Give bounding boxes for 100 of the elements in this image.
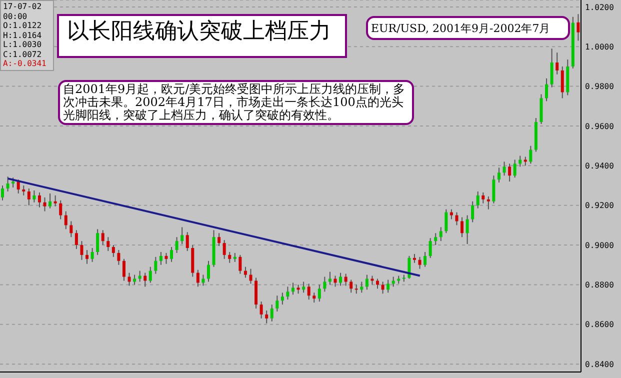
- candlestick: [254, 277, 258, 310]
- candlestick: [249, 268, 252, 284]
- candlestick: [96, 228, 100, 256]
- candlestick: [32, 190, 36, 203]
- candlestick: [450, 208, 453, 220]
- candlestick: [244, 266, 247, 278]
- y-tick-label: 0.9400: [585, 162, 614, 171]
- candlestick: [228, 251, 232, 264]
- candlestick: [318, 284, 321, 302]
- candlestick: [59, 200, 62, 220]
- candlestick: [360, 281, 364, 294]
- annotation: 自2001年9月起，欧元/美元始终受图中所示上压力线的压制，多次冲击未果。2002年4月17日，市场走出一条长达100点的光头光脚阳线，突破了上档压力，确认了突破的有效性。: [58, 80, 414, 125]
- candlestick: [280, 292, 284, 306]
- candlestick: [386, 279, 390, 294]
- y-tick-label: 0.8800: [585, 280, 614, 290]
- annotation: H:1.0164: [3, 30, 43, 40]
- text: EUR/USD, 2001年9月-2002年7月: [366, 16, 570, 40]
- y-tick-label: 0.9000: [585, 240, 614, 250]
- candlestick: [312, 292, 316, 304]
- y-tick-label: 0.9200: [585, 201, 614, 210]
- candlestick: [22, 185, 26, 196]
- y-tick-label: 0.8400: [585, 360, 614, 369]
- text: 以长阳线确认突破上档压力: [57, 14, 347, 58]
- candlestick: [117, 249, 120, 266]
- candlestick: [159, 251, 162, 266]
- candlestick: [339, 272, 342, 286]
- candlestick: [455, 212, 458, 226]
- candlestick: [460, 216, 464, 238]
- candlestick: [90, 248, 94, 262]
- candlestick: [482, 192, 485, 204]
- annotation: C:1.0072: [3, 50, 43, 59]
- candlestick: [529, 145, 532, 164]
- candlestick: [292, 282, 294, 296]
- candlestick: [112, 244, 115, 258]
- candlestick: [180, 226, 184, 245]
- candlestick: [80, 240, 84, 260]
- candlestick: [64, 210, 68, 230]
- candlestick: [48, 192, 52, 209]
- candlestick: [424, 251, 427, 268]
- candlestick: [101, 230, 104, 246]
- candlestick: [439, 226, 442, 242]
- candlestick: [12, 177, 15, 188]
- candlestick: [560, 66, 564, 99]
- candlestick: [434, 232, 438, 246]
- y-tick-label: 1.0000: [585, 42, 614, 52]
- candlestick: [381, 281, 384, 294]
- candlestick: [418, 256, 422, 270]
- candlestick: [222, 240, 226, 260]
- candlestick: [170, 246, 174, 262]
- candlestick: [550, 48, 554, 88]
- candlestick: [540, 94, 543, 124]
- candlestick: [576, 14, 580, 42]
- candlestick: [497, 167, 500, 184]
- y-tick-label: 0.9600: [585, 122, 614, 131]
- candlestick: [138, 270, 142, 282]
- candlestick: [260, 301, 263, 319]
- candlestick: [122, 258, 126, 282]
- candlestick: [556, 52, 559, 75]
- annotation: L:1.0030: [3, 40, 43, 50]
- candlestick: [16, 179, 20, 194]
- candlestick: [518, 155, 522, 168]
- candlestick: [70, 220, 73, 238]
- candlestick: [6, 176, 10, 192]
- candlestick: [486, 196, 490, 210]
- candlestick: [502, 161, 506, 176]
- candlestick: [365, 274, 368, 290]
- candlestick: [86, 249, 89, 264]
- candlestick: [444, 208, 448, 234]
- candlestick: [148, 266, 152, 284]
- y-tick-label: 0.9800: [585, 82, 614, 92]
- candlestick: [344, 273, 348, 286]
- candlestick: [106, 236, 110, 252]
- candlestick: [27, 188, 30, 206]
- candlestick: [265, 310, 268, 324]
- candlestick: [164, 252, 168, 264]
- candlestick: [508, 163, 512, 182]
- candlestick: [74, 230, 78, 250]
- y-tick-label: 0.8600: [585, 320, 614, 330]
- candlestick: [144, 272, 147, 288]
- candlestick: [38, 192, 41, 208]
- candlestick: [545, 78, 548, 102]
- candlestick: [466, 214, 469, 245]
- candlestick: [43, 196, 46, 212]
- y-tick-label: 1.0200: [585, 2, 614, 12]
- annotation: O:1.0122: [3, 21, 43, 30]
- candlestick: [307, 283, 310, 300]
- candlestick: [513, 159, 516, 178]
- candlestick: [428, 238, 432, 258]
- candlestick: [206, 260, 210, 282]
- annotation: A:-0.0341: [3, 59, 48, 68]
- annotation: 17-07-02: [3, 2, 43, 12]
- candlestick: [471, 200, 474, 223]
- candlestick: [154, 256, 158, 274]
- candlestick: [270, 304, 274, 322]
- candlestick: [492, 175, 496, 204]
- candlestick: [238, 254, 242, 274]
- candlestick: [218, 232, 221, 247]
- candlestick: [1, 185, 4, 201]
- candlestick: [286, 286, 290, 300]
- candlestick: [128, 272, 131, 286]
